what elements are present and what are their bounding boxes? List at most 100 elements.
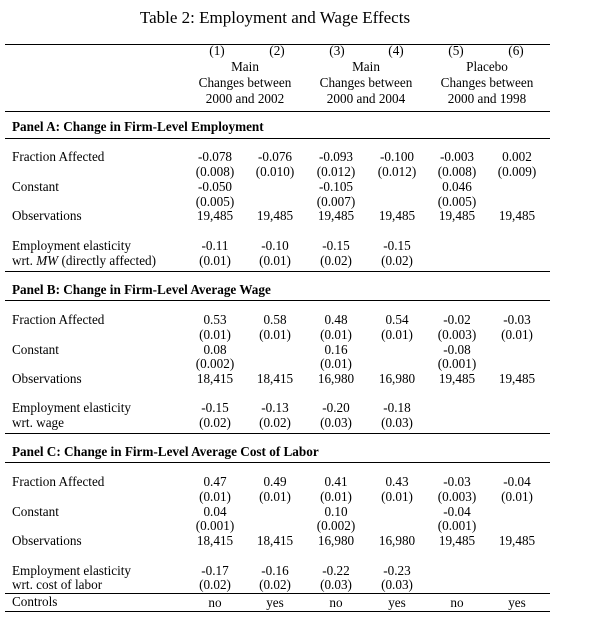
panel-c-fa-1: 0.47	[203, 474, 227, 489]
panel-a-el-se-4: (0.02)	[381, 253, 413, 268]
panel-c-el-se-3: (0.03)	[320, 577, 352, 592]
panel-a-obs-4: 19,485	[378, 208, 416, 223]
col-num-2: (2)	[269, 43, 285, 58]
panel-c-obs-2: 18,415	[256, 533, 294, 548]
panel-a-el-se-2: (0.01)	[259, 253, 291, 268]
panel-c-fa-se-6: (0.01)	[501, 489, 533, 504]
panel-b-title: Panel B: Change in Firm-Level Average Wa…	[12, 282, 271, 297]
panel-b-el-label1: Employment elasticity	[12, 400, 132, 415]
panel-b-fa-se-2: (0.01)	[259, 327, 291, 342]
panel-a-obs-5: 19,485	[438, 208, 476, 223]
panel-a-obs-2: 19,485	[256, 208, 294, 223]
panel-b-el-2: -0.13	[261, 400, 289, 415]
panel-b-obs-label: Observations	[12, 371, 82, 386]
panel-c-const-se-3: (0.002)	[316, 518, 356, 533]
col-num-3: (3)	[329, 43, 345, 58]
panel-b-fa-se-6: (0.01)	[501, 327, 533, 342]
group-1-line1: Main	[231, 59, 259, 74]
panel-a-fa-se-4: (0.012)	[377, 164, 417, 179]
panel-a-const-se-5: (0.005)	[437, 194, 477, 209]
panel-c-fa-6: -0.04	[503, 474, 531, 489]
panel-b-fa-2: 0.58	[263, 312, 287, 327]
panel-a-el-label2-mw: MW	[36, 253, 59, 268]
panel-c-el-label1: Employment elasticity	[12, 563, 132, 578]
group-3-line1: Placebo	[466, 59, 508, 74]
panel-c-const-5: -0.04	[443, 504, 471, 519]
panel-b-fa-se-5: (0.003)	[437, 327, 477, 342]
col-num-6: (6)	[508, 43, 524, 58]
group-2-line2: Changes between	[319, 75, 413, 90]
controls-5: no	[450, 595, 464, 610]
panel-a-const-5: 0.046	[442, 179, 472, 194]
panel-c-const-se-5: (0.001)	[437, 518, 477, 533]
panel-a-el-label2: wrt. MW (directly affected)	[12, 254, 156, 268]
panel-c-obs-5: 19,485	[438, 533, 476, 548]
header-rule	[5, 111, 550, 112]
panel-a-const-se-3: (0.007)	[316, 194, 356, 209]
col-num-5: (5)	[448, 43, 464, 58]
panel-a-rule	[5, 138, 550, 139]
panel-c-el-2: -0.16	[261, 563, 289, 578]
panel-c-bottom-rule	[5, 593, 550, 594]
panel-b-fa-3: 0.48	[324, 312, 348, 327]
controls-3: no	[329, 595, 343, 610]
panel-a-fa-4: -0.100	[379, 149, 415, 164]
panel-a-fa-se-1: (0.008)	[195, 164, 235, 179]
panel-a-obs-1: 19,485	[196, 208, 234, 223]
panel-b-fa-se-4: (0.01)	[381, 327, 413, 342]
panel-a-el-label2-suffix: (directly affected)	[58, 253, 157, 268]
panel-b-fa-5: -0.02	[443, 312, 471, 327]
panel-c-fa-5: -0.03	[443, 474, 471, 489]
controls-label: Controls	[12, 594, 58, 609]
panel-c-el-se-1: (0.02)	[199, 577, 231, 592]
panel-c-fa-se-3: (0.01)	[320, 489, 352, 504]
panel-a-fa-label: Fraction Affected	[12, 149, 105, 164]
panel-b-const-5: -0.08	[443, 342, 471, 357]
panel-b-el-3: -0.20	[322, 400, 350, 415]
group-2-line3: 2000 and 2004	[326, 91, 406, 106]
panel-c-el-se-4: (0.03)	[381, 577, 413, 592]
panel-c-el-4: -0.23	[383, 563, 411, 578]
panel-a-fa-3: -0.093	[318, 149, 354, 164]
panel-c-fa-3: 0.41	[324, 474, 348, 489]
panel-a-obs-3: 19,485	[317, 208, 355, 223]
panel-a-el-4: -0.15	[383, 238, 411, 253]
panel-a-obs-6: 19,485	[498, 208, 536, 223]
panel-c-fa-2: 0.49	[263, 474, 287, 489]
panel-a-fa-se-3: (0.012)	[316, 164, 356, 179]
col-num-4: (4)	[388, 43, 404, 58]
panel-a-el-label2-prefix: wrt.	[12, 253, 37, 268]
panel-c-fa-label: Fraction Affected	[12, 474, 105, 489]
panel-c-rule	[5, 462, 550, 463]
group-2-line1: Main	[352, 59, 380, 74]
panel-b-fa-4: 0.54	[385, 312, 409, 327]
panel-b-rule	[5, 300, 550, 301]
panel-b-el-se-4: (0.03)	[381, 415, 413, 430]
panel-c-el-label2: wrt. cost of labor	[12, 577, 103, 592]
panel-b-const-3: 0.16	[324, 342, 348, 357]
panel-a-const-1: -0.050	[197, 179, 233, 194]
panel-b-el-label2: wrt. wage	[12, 415, 64, 430]
panel-c-const-1: 0.04	[203, 504, 227, 519]
panel-b-fa-6: -0.03	[503, 312, 531, 327]
top-rule	[5, 44, 550, 45]
panel-b-el-se-1: (0.02)	[199, 415, 231, 430]
panel-a-const-3: -0.105	[318, 179, 354, 194]
panel-a-obs-label: Observations	[12, 208, 82, 223]
col-num-1: (1)	[209, 43, 225, 58]
panel-b-fa-se-1: (0.01)	[199, 327, 231, 342]
controls-2: yes	[266, 595, 284, 610]
panel-b-const-se-1: (0.002)	[195, 356, 235, 371]
panel-c-title: Panel C: Change in Firm-Level Average Co…	[12, 444, 319, 459]
bottom-rule	[5, 611, 550, 612]
panel-b-obs-6: 19,485	[498, 371, 536, 386]
panel-a-fa-se-5: (0.008)	[437, 164, 477, 179]
panel-a-el-1: -0.11	[201, 238, 229, 253]
panel-b-fa-1: 0.53	[203, 312, 227, 327]
panel-b-obs-5: 19,485	[438, 371, 476, 386]
panel-b-const-label: Constant	[12, 342, 59, 357]
panel-a-bottom-rule	[5, 271, 550, 272]
panel-b-el-4: -0.18	[383, 400, 411, 415]
panel-b-const-1: 0.08	[203, 342, 227, 357]
panel-c-obs-1: 18,415	[196, 533, 234, 548]
